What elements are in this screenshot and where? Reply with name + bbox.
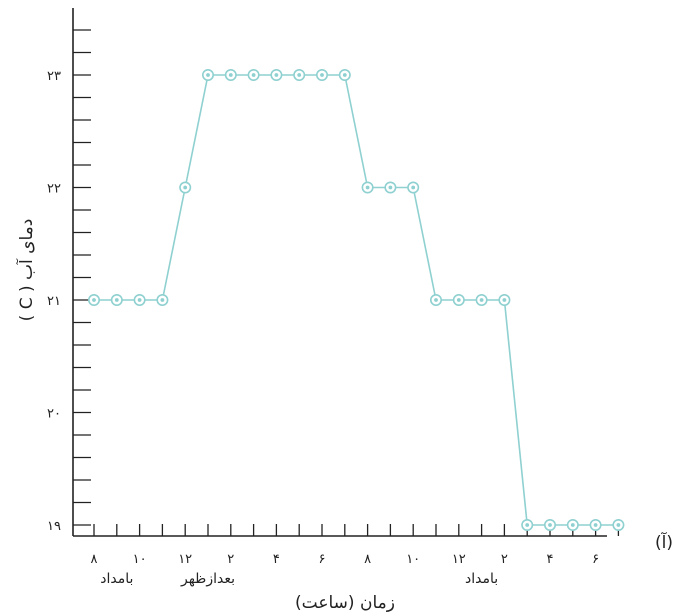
data-point-center xyxy=(114,298,119,302)
data-point xyxy=(498,293,511,306)
x-tick-label: ۴ xyxy=(273,552,280,567)
data-point-center xyxy=(434,298,438,302)
data-point-center xyxy=(548,523,552,527)
data-point xyxy=(179,181,192,194)
data-point-center xyxy=(525,523,530,527)
data-point xyxy=(224,69,237,82)
data-point xyxy=(293,69,306,82)
data-point-center xyxy=(570,523,575,527)
data-point xyxy=(315,69,328,82)
data-point xyxy=(589,518,602,531)
data-point xyxy=(521,518,534,531)
data-point xyxy=(270,69,283,82)
y-axis-title: دمای آب ( C ) xyxy=(15,219,37,322)
data-point xyxy=(543,518,556,531)
data-point-center xyxy=(616,523,621,527)
data-point-center xyxy=(228,73,233,77)
data-point-center xyxy=(502,298,507,302)
data-point xyxy=(110,293,123,306)
y-tick-label: ۲۱ xyxy=(47,294,61,309)
data-point xyxy=(88,293,101,306)
x-period-label: بعدازظهر xyxy=(180,571,235,587)
x-tick-label: ۱۲ xyxy=(178,552,192,567)
data-point-center xyxy=(160,298,165,302)
data-point xyxy=(384,181,397,194)
x-tick-label: ۱۲ xyxy=(452,552,466,567)
x-period-label: بامداد xyxy=(100,571,133,587)
data-point-center xyxy=(183,185,188,190)
data-point-center xyxy=(251,73,256,77)
plot-area xyxy=(88,69,625,531)
y-tick-label: ۲۰ xyxy=(47,407,61,422)
x-tick-label: ۸ xyxy=(91,552,98,567)
data-point-center xyxy=(479,298,484,302)
series-line xyxy=(94,74,619,526)
data-point xyxy=(407,181,420,194)
y-tick-label: ۲۳ xyxy=(47,69,61,84)
x-tick-label: ۱۰ xyxy=(133,552,147,567)
data-point xyxy=(452,293,465,306)
y-tick-label: ۱۹ xyxy=(47,519,61,534)
data-point-center xyxy=(320,73,324,77)
x-tick-label: ۶ xyxy=(592,552,599,567)
data-point xyxy=(247,69,260,82)
data-point-center xyxy=(593,523,598,527)
data-point-center xyxy=(388,185,393,190)
data-point-center xyxy=(92,298,96,302)
x-tick-label: ۸ xyxy=(364,552,371,567)
labels: زمان (ساعت) دمای آب ( C ) (آ) بامداد بعدا… xyxy=(15,219,673,613)
data-point-center xyxy=(137,298,142,302)
x-tick-label: ۱۰ xyxy=(406,552,420,567)
data-point-center xyxy=(206,73,210,77)
data-point-center xyxy=(411,185,416,190)
data-point-center xyxy=(342,73,347,77)
x-tick-label: ۲ xyxy=(501,552,508,567)
x-axis-title: زمان (ساعت) xyxy=(295,593,395,613)
x-period-label: بامداد xyxy=(465,571,498,587)
data-point-center xyxy=(456,298,461,302)
data-point-center xyxy=(365,185,370,190)
x-tick-label: ۶ xyxy=(319,552,326,567)
y-tick-label: ۲۲ xyxy=(47,182,61,197)
data-point-center xyxy=(274,73,279,77)
x-tick-label: ۲ xyxy=(227,552,234,567)
data-point xyxy=(156,293,169,306)
axes: ۱۹ ۲۰ ۲۱ ۲۲ ۲۳ ۸ ۱۰ ۱۲ ۲ ۴ ۶ ۸ ۱۰ ۱۲ ۲ ۴ ۶ xyxy=(47,8,620,567)
data-point xyxy=(361,181,374,194)
data-point xyxy=(202,69,215,82)
data-point xyxy=(612,518,625,531)
data-point xyxy=(133,293,146,306)
data-point xyxy=(566,518,579,531)
data-point xyxy=(429,293,442,306)
panel-label: (آ) xyxy=(655,531,673,553)
x-tick-label: ۴ xyxy=(547,552,554,567)
data-point-center xyxy=(297,73,302,77)
data-point xyxy=(475,293,488,306)
data-point xyxy=(338,69,351,82)
